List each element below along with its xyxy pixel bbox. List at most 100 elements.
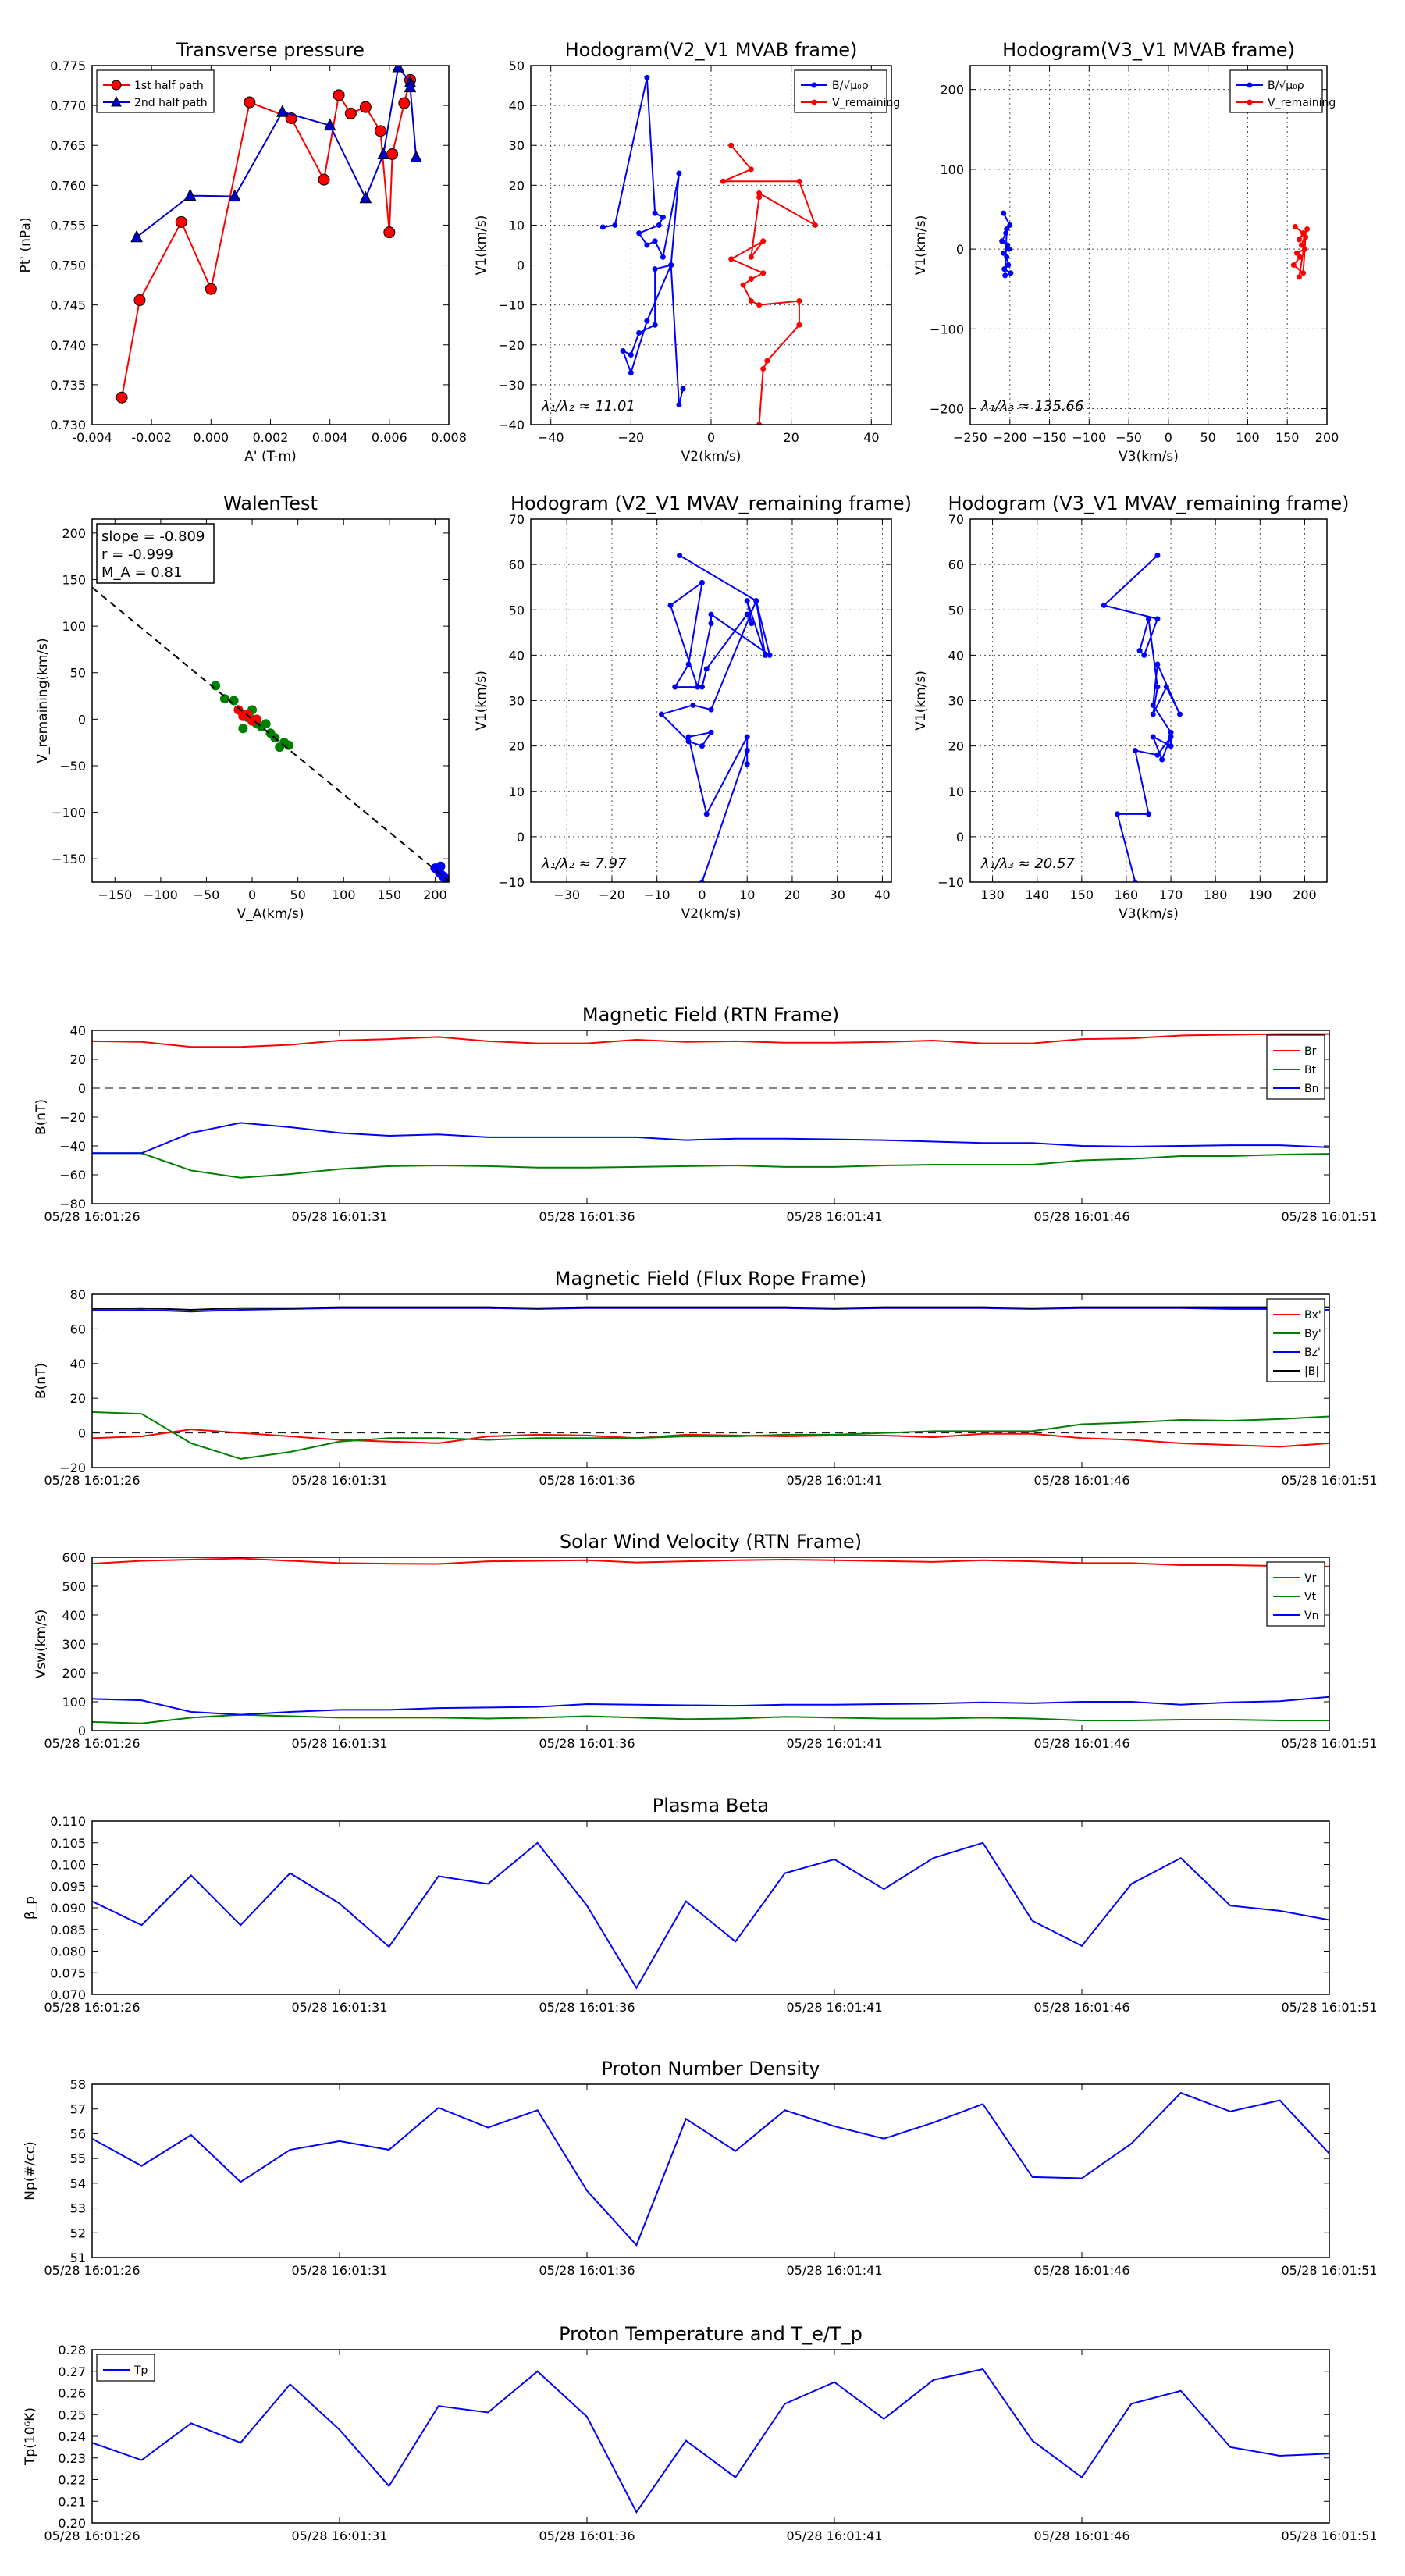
legend-label: Vr [1304,1572,1317,1585]
legend-label: V_remaining [832,97,900,109]
series-line-bx- [92,1429,1329,1448]
y-tick-label: 20 [948,739,964,754]
x-tick-label: 170 [1159,888,1183,902]
data-point [599,224,606,230]
y-axis-label: V1(km/s) [474,671,489,731]
y-axis-label: Tp(10⁶K) [23,2407,38,2466]
y-tick-label: 60 [509,557,525,572]
legend-label: |B| [1304,1365,1319,1378]
x-tick-label: 05/28 16:01:46 [1033,1736,1129,1751]
plot-area [92,2368,1329,2514]
legend-marker [811,99,817,105]
y-axis-label: Pt' (nPa) [18,218,34,273]
x-axis-label: V_A(km/s) [237,906,304,922]
data-point [1136,648,1143,654]
data-point-triangle [276,105,289,117]
y-tick-label: 60 [948,557,964,572]
data-point [708,621,714,627]
data-point [652,322,658,328]
y-tick-label: 10 [948,785,964,799]
chart-title: Transverse pressure [176,39,365,61]
plot-frame [91,1293,1330,1468]
data-point [1004,226,1010,233]
x-tick-label: 05/28 16:01:31 [291,2263,387,2278]
data-point [764,358,770,364]
x-tick-label: 0 [1165,430,1172,445]
data-point [796,298,802,304]
x-tick-label: 05/28 16:01:26 [44,1736,140,1751]
x-tick-label: 05/28 16:01:46 [1033,2263,1129,2278]
y-tick-label: 40 [509,648,525,663]
plot-frame [91,1820,1330,1995]
data-point [760,365,767,372]
fit-line [92,586,449,882]
data-point [612,222,618,228]
data-point [1297,254,1303,260]
y-tick-label: −20 [59,1110,86,1125]
data-point [1302,246,1308,252]
y-axis-label: β_p [23,1896,38,1920]
x-tick-label: 190 [1248,888,1272,902]
y-tick-label: 0 [78,1426,86,1441]
chart-3: −250 −200 −150 −100 −50 0 50 100 150 200 −200 −100 0… [913,39,1339,464]
legend-label: Bz' [1304,1347,1321,1359]
data-point-circle [383,226,396,239]
data-point [644,74,650,80]
legend-label: B/√μ₀ρ [832,80,869,92]
y-tick-label: 70 [948,512,964,527]
y-tick-label: 100 [940,162,964,177]
data-point [699,879,705,882]
data-point [1146,616,1151,622]
data-point [1154,553,1161,558]
data-point [652,238,658,244]
y-tick-label: 0.23 [58,2451,86,2466]
y-tick-label: 400 [62,1608,86,1623]
plot-area [116,66,422,404]
y-tick-label: 0.075 [50,1966,86,1980]
legend-frame [1229,69,1323,113]
y-tick-label: 58 [70,2077,86,2092]
data-point [1168,743,1174,749]
y-tick-label: −40 [498,418,525,432]
data-point [744,611,750,617]
y-axis-label: V1(km/s) [913,215,929,276]
y-tick-label: −10 [937,875,964,890]
plot-frame [91,2349,1330,2524]
data-point [748,166,754,173]
series-line-br [92,1033,1329,1048]
x-tick-label: 0 [707,430,715,445]
series-line-tp [92,2368,1329,2514]
x-tick-label: 05/28 16:01:41 [786,2528,882,2543]
x-tick-label: 05/28 16:01:36 [539,2000,635,2015]
plot-area [92,1557,1329,1724]
series-line-data [1102,554,1181,882]
data-point-triangle [404,80,417,93]
data-point [1304,226,1311,233]
data-point [708,706,714,713]
data-point [656,222,662,228]
y-tick-label: 200 [62,1666,86,1681]
ratio-annotation: λ₁/λ₃ ≈ 135.66 [980,398,1083,415]
y-tick-label: −60 [59,1168,86,1183]
data-point [756,422,763,425]
data-point-circle [244,96,256,109]
y-tick-label: 500 [62,1579,86,1594]
y-tick-label: 0 [78,1081,86,1096]
x-tick-label: −200 [993,430,1027,445]
x-tick-label: 200 [1293,888,1317,902]
x-tick-label: 05/28 16:01:26 [44,2263,140,2278]
chart-title: Plasma Beta [653,1795,769,1816]
legend-label: B/√μ₀ρ [1268,80,1304,92]
legend-label: 2nd half path [134,97,208,109]
y-tick-label: 20 [509,739,525,754]
chart-1: -0.004 -0.002 0.000 0.002 0.004 0.006 0.008 0.7… [18,39,467,464]
series-line-data [660,554,771,882]
plot-frame [530,65,892,425]
y-tick-label: 0.755 [50,218,86,233]
y-tick-label: 20 [70,1052,86,1067]
y-tick-label: 0.26 [58,2386,86,2401]
y-tick-label: 53 [70,2201,86,2216]
data-point [796,322,802,328]
x-tick-label: 160 [1115,888,1139,902]
data-point [1300,270,1307,276]
